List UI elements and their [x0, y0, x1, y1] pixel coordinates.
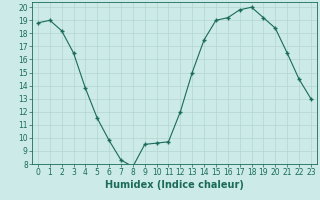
X-axis label: Humidex (Indice chaleur): Humidex (Indice chaleur) — [105, 180, 244, 190]
